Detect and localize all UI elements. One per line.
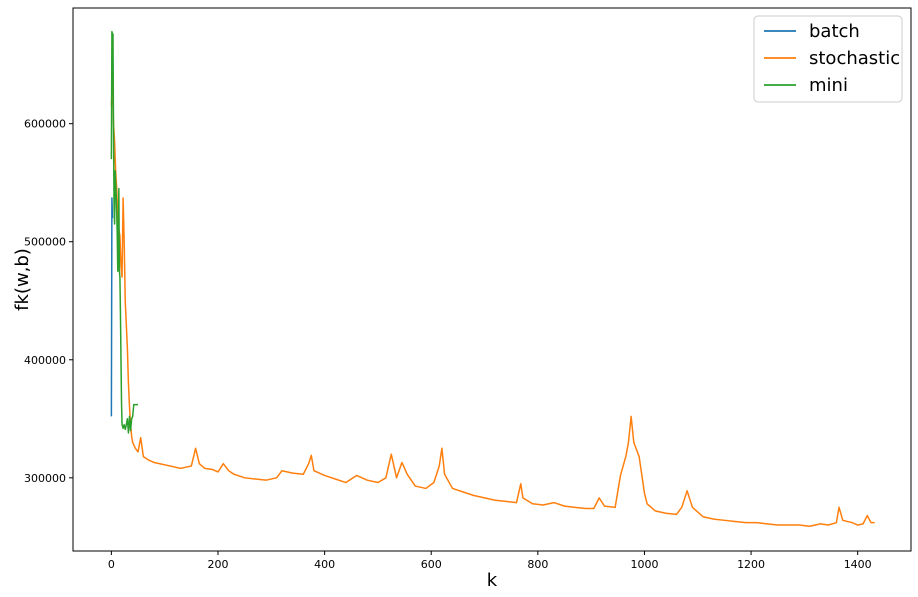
legend-label-mini: mini bbox=[809, 75, 848, 96]
y-tick-label: 500000 bbox=[24, 236, 66, 249]
x-tick-label: 600 bbox=[421, 558, 442, 571]
x-tick-label: 400 bbox=[314, 558, 335, 571]
x-tick-label: 1000 bbox=[630, 558, 658, 571]
x-tick-label: 0 bbox=[108, 558, 115, 571]
x-tick-label: 800 bbox=[527, 558, 548, 571]
legend-label-stochastic: stochastic bbox=[809, 48, 900, 69]
y-axis-ticks: 300000 400000 500000 600000 bbox=[24, 118, 73, 485]
x-tick-label: 200 bbox=[207, 558, 228, 571]
plot-frame bbox=[72, 7, 912, 552]
x-axis-ticks: 0 200 400 600 800 1000 1200 1400 bbox=[108, 551, 872, 571]
x-axis-label: k bbox=[487, 570, 498, 591]
y-axis-label: fk(w,b) bbox=[12, 248, 33, 311]
y-tick-label: 400000 bbox=[24, 354, 66, 367]
legend-label-batch: batch bbox=[809, 21, 860, 42]
series-line-stochastic bbox=[110, 78, 875, 527]
legend-box bbox=[753, 15, 903, 103]
series-line-batch bbox=[110, 197, 114, 417]
y-tick-label: 300000 bbox=[24, 472, 66, 485]
x-tick-label: 1200 bbox=[737, 558, 765, 571]
y-tick-label: 600000 bbox=[24, 118, 66, 131]
plot-lines bbox=[110, 30, 875, 527]
x-tick-label: 1400 bbox=[844, 558, 872, 571]
legend: batch stochastic mini bbox=[753, 15, 903, 103]
series-line-mini bbox=[110, 30, 139, 434]
